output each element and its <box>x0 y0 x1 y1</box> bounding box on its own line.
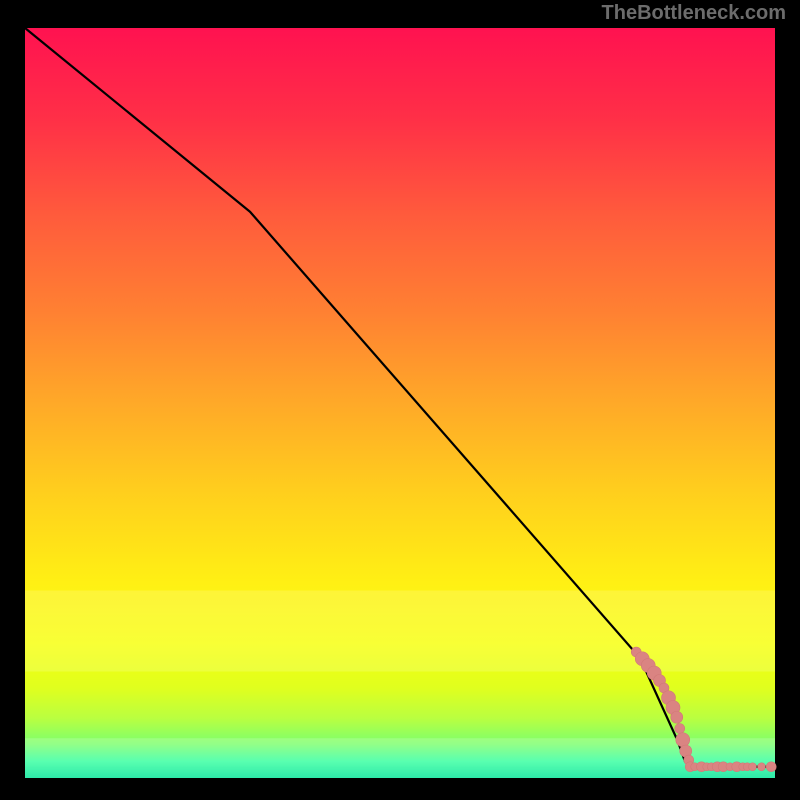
data-marker <box>766 762 776 772</box>
highlight-band-0 <box>25 591 775 672</box>
data-marker <box>758 763 766 771</box>
data-marker <box>676 733 690 747</box>
data-marker <box>675 724 685 734</box>
data-marker <box>671 711 683 723</box>
highlight-band-1 <box>25 738 775 778</box>
chart-container: TheBottleneck.com <box>0 0 800 800</box>
data-marker <box>749 763 757 771</box>
chart-svg <box>0 0 800 800</box>
watermark-text: TheBottleneck.com <box>602 2 786 25</box>
